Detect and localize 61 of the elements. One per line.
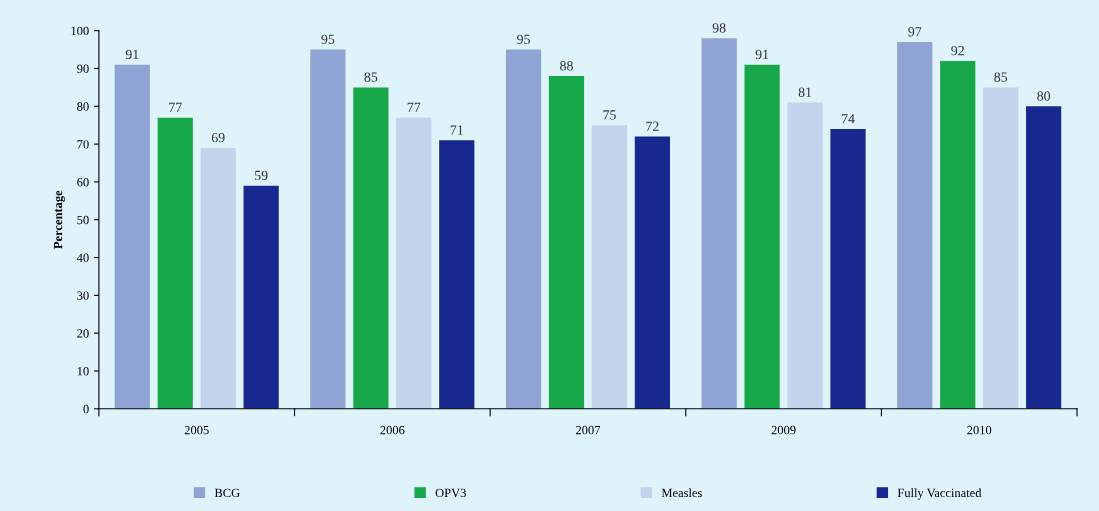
- data-label: 72: [646, 121, 659, 131]
- y-axis-title: Percentage: [53, 190, 65, 249]
- bar: [897, 42, 933, 409]
- data-label: 75: [603, 110, 616, 120]
- x-tick-label: 2005: [184, 425, 209, 435]
- bar: [1026, 106, 1062, 409]
- x-tick-label: 2007: [576, 425, 601, 435]
- bar: [634, 136, 671, 409]
- y-tick-label: 10: [77, 367, 89, 376]
- legend-label: OPV3: [435, 488, 466, 498]
- data-label: 74: [842, 114, 855, 124]
- data-label: 77: [407, 102, 421, 112]
- y-tick-label: 50: [77, 215, 89, 225]
- bar: [744, 64, 780, 409]
- data-label: 98: [712, 23, 726, 33]
- bar: [243, 185, 279, 409]
- bar: [200, 147, 236, 409]
- data-label: 92: [951, 45, 964, 56]
- data-label: 91: [125, 49, 139, 60]
- legend-label: BCG: [214, 488, 240, 498]
- data-label: 77: [169, 102, 182, 112]
- bar: [701, 38, 737, 409]
- data-label: 88: [560, 61, 573, 71]
- legend-label: Fully Vaccinated: [897, 488, 982, 500]
- y-tick-label: 90: [77, 64, 89, 73]
- data-label: 91: [755, 49, 769, 60]
- y-tick-label: 40: [76, 253, 89, 262]
- bar: [157, 117, 193, 409]
- bar: [983, 87, 1019, 409]
- y-tick-label: 0: [83, 404, 89, 414]
- y-tick-label: 70: [77, 140, 89, 149]
- bar: [505, 49, 542, 409]
- data-label: 71: [450, 125, 463, 135]
- legend-label: Measles: [661, 488, 702, 498]
- bar: [787, 102, 823, 409]
- data-label: 97: [908, 27, 922, 37]
- y-tick-label: 60: [77, 177, 89, 187]
- y-tick-label: 100: [71, 26, 89, 36]
- data-label: 81: [798, 87, 812, 97]
- data-label: 85: [364, 72, 378, 82]
- data-label: 69: [211, 132, 225, 143]
- x-tick-label: 2009: [771, 425, 796, 435]
- bar: [591, 125, 628, 409]
- x-tick-label: 2010: [967, 425, 992, 435]
- bar: [396, 117, 432, 409]
- bar: [548, 76, 585, 409]
- bar: [439, 140, 475, 409]
- data-label: 95: [321, 34, 335, 44]
- data-label: 95: [517, 34, 530, 44]
- data-label: 80: [1037, 91, 1051, 101]
- data-label: 59: [255, 170, 268, 181]
- bar: [353, 87, 389, 409]
- y-tick-label: 80: [77, 102, 89, 111]
- bar: [310, 49, 346, 409]
- bar: [114, 64, 150, 409]
- x-tick-label: 2006: [380, 425, 405, 435]
- bar: [830, 128, 866, 409]
- bar: [940, 60, 976, 409]
- y-tick-label: 30: [77, 291, 89, 300]
- data-label: 85: [994, 72, 1008, 82]
- y-tick-label: 20: [77, 329, 89, 338]
